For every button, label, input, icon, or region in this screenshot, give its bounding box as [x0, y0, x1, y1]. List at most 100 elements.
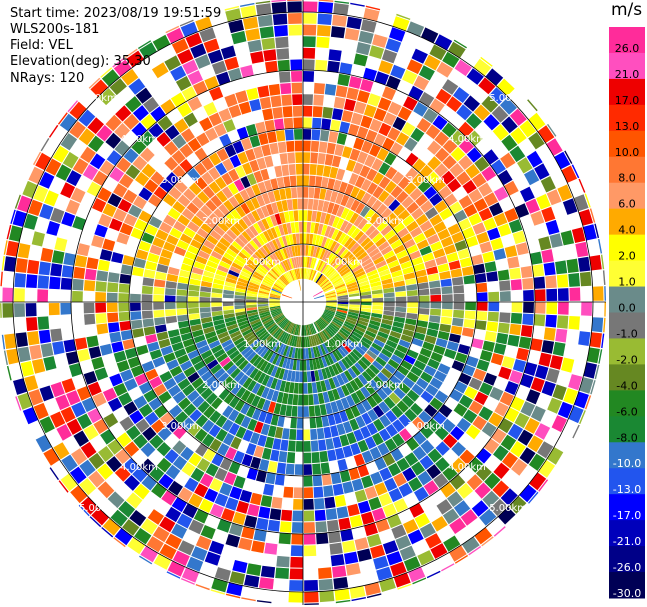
colorbar-unit: m/s: [611, 0, 643, 20]
velocity-gate: [476, 302, 488, 311]
velocity-gate: [6, 365, 12, 381]
velocity-gate: [498, 366, 512, 380]
velocity-gate: [345, 196, 355, 209]
velocity-gate: [313, 393, 320, 405]
velocity-gate: [204, 217, 217, 229]
velocity-gate: [520, 186, 535, 202]
velocity-gate: [345, 209, 355, 222]
velocity-gate: [308, 394, 314, 406]
velocity-gate: [397, 583, 412, 590]
velocity-gate: [361, 221, 372, 233]
velocity-gate: [500, 488, 518, 506]
velocity-gate: [163, 214, 177, 227]
velocity-gate: [366, 326, 378, 335]
range-ring-label: 3.00km: [407, 421, 445, 432]
velocity-gate: [133, 483, 150, 500]
velocity-gate: [235, 255, 247, 265]
velocity-gate: [466, 474, 483, 491]
velocity-gate: [446, 341, 459, 352]
velocity-gate: [190, 467, 205, 482]
velocity-gate: [315, 333, 322, 345]
velocity-gate: [437, 263, 450, 273]
velocity-gate: [260, 205, 270, 218]
velocity-gate: [350, 392, 361, 405]
velocity-gate: [251, 540, 265, 554]
velocity-gate: [501, 134, 518, 152]
velocity-gate: [303, 475, 313, 487]
velocity-gate: [257, 181, 267, 194]
velocity-gate: [317, 260, 324, 271]
velocity-gate: [352, 348, 363, 359]
velocity-gate: [178, 487, 193, 503]
velocity-gate: [427, 322, 440, 331]
velocity-gate: [311, 323, 317, 334]
velocity-gate: [303, 129, 312, 140]
velocity-gate: [246, 467, 258, 481]
colorbar-swatch: [609, 130, 645, 158]
velocity-gate: [303, 256, 306, 268]
velocity-gate: [451, 360, 465, 372]
velocity-gate: [178, 397, 191, 410]
velocity-gate: [338, 517, 351, 530]
velocity-gate: [516, 347, 529, 361]
velocity-gate: [165, 533, 182, 550]
velocity-gate: [288, 234, 294, 246]
velocity-gate: [322, 330, 330, 340]
velocity-gate: [334, 362, 344, 374]
velocity-gate: [282, 369, 289, 381]
velocity-gate: [234, 295, 246, 299]
velocity-gate: [486, 271, 498, 282]
velocity-gate: [322, 343, 329, 354]
velocity-gate: [551, 415, 567, 433]
velocity-gate: [9, 225, 23, 242]
velocity-gate: [345, 382, 355, 394]
velocity-gate: [179, 269, 191, 278]
velocity-gate: [39, 171, 55, 189]
velocity-gate: [312, 335, 317, 346]
velocity-gate: [497, 78, 515, 97]
velocity-gate: [323, 285, 334, 292]
velocity-gate: [395, 291, 407, 297]
velocity-gate: [317, 223, 324, 235]
velocity-gate: [462, 179, 477, 194]
velocity-gate: [158, 473, 174, 489]
velocity-gate: [125, 164, 141, 180]
velocity-gate: [492, 124, 509, 141]
velocity-gate: [435, 457, 450, 472]
velocity-gate: [52, 145, 69, 163]
colorbar-tick-label: 21.0: [615, 68, 640, 81]
velocity-gate: [172, 455, 188, 471]
velocity-gate: [245, 333, 257, 343]
velocity-gate: [200, 370, 213, 382]
velocity-gate: [481, 422, 497, 437]
velocity-gate: [275, 280, 285, 289]
velocity-gate: [208, 167, 221, 180]
velocity-gate: [259, 288, 270, 293]
velocity-gate: [319, 590, 335, 603]
velocity-gate: [221, 186, 234, 199]
velocity-gate: [383, 250, 395, 260]
velocity-gate: [107, 397, 123, 412]
velocity-gate: [313, 322, 320, 333]
velocity-gate: [258, 459, 270, 472]
velocity-gate: [491, 105, 509, 123]
velocity-gate: [89, 516, 102, 528]
velocity-gate: [176, 302, 188, 309]
range-ring-label: 2.00km: [202, 380, 240, 391]
velocity-gate: [415, 326, 427, 335]
velocity-gate: [245, 228, 255, 239]
velocity-gate: [226, 364, 238, 376]
velocity-gate: [216, 190, 228, 203]
velocity-gate: [252, 253, 262, 264]
velocity-gate: [330, 472, 342, 485]
velocity-gate: [511, 302, 523, 313]
velocity-gate: [566, 258, 579, 273]
velocity-gate: [224, 56, 239, 71]
velocity-gate: [320, 279, 330, 288]
velocity-gate: [260, 261, 271, 271]
velocity-gate: [235, 90, 249, 104]
velocity-gate: [254, 343, 265, 353]
velocity-gate: [229, 486, 243, 500]
velocity-gate: [188, 296, 199, 302]
velocity-gate: [177, 194, 191, 208]
